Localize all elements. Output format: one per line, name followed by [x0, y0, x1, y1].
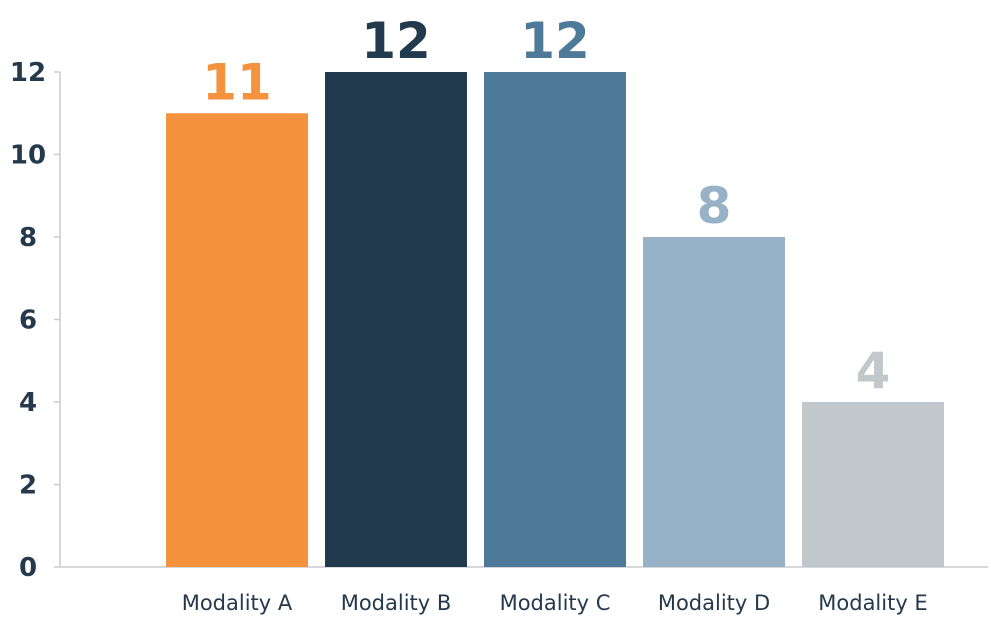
- bar-modality-c: [484, 72, 626, 567]
- bar-modality-a: [166, 113, 308, 567]
- y-tick-label: 12: [10, 58, 46, 88]
- bar-value-label: 8: [697, 177, 732, 235]
- y-tick-label: 10: [10, 141, 46, 171]
- category-label: Modality D: [658, 591, 770, 615]
- category-label: Modality A: [182, 591, 293, 615]
- y-tick-label: 8: [19, 223, 37, 253]
- bar-value-label: 12: [361, 12, 431, 70]
- y-tick-label: 4: [19, 388, 37, 418]
- bar-value-label: 12: [520, 12, 590, 70]
- y-tick-label: 2: [19, 471, 37, 501]
- bar-value-label: 11: [202, 53, 272, 111]
- category-label: Modality B: [341, 591, 452, 615]
- value-labels: 11 12 12 8 4: [202, 12, 890, 400]
- bar-modality-d: [643, 237, 785, 567]
- category-label: Modality E: [818, 591, 927, 615]
- bars: [166, 72, 944, 567]
- y-tick-label: 6: [19, 306, 37, 336]
- y-tick-label: 0: [19, 553, 37, 583]
- y-axis-ticks: 0 2 4 6 8 10 12: [10, 58, 60, 583]
- category-label: Modality C: [500, 591, 611, 615]
- category-labels: Modality A Modality B Modality C Modality D…: [182, 591, 928, 615]
- bar-modality-b: [325, 72, 467, 567]
- bar-modality-e: [802, 402, 944, 567]
- bar-value-label: 4: [856, 342, 891, 400]
